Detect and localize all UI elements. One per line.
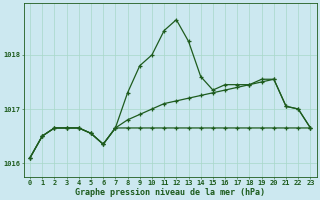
X-axis label: Graphe pression niveau de la mer (hPa): Graphe pression niveau de la mer (hPa): [75, 188, 265, 197]
